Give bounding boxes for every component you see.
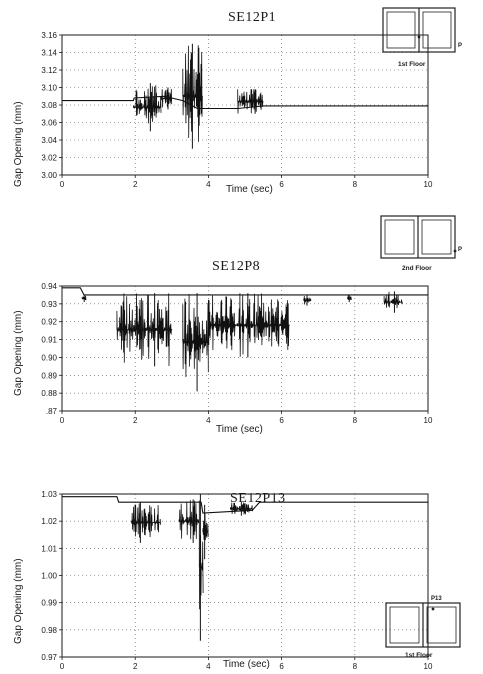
chart-title: SE12P8 (212, 259, 261, 274)
floor-plan-icon (380, 215, 457, 259)
y-axis-label: Gap Opening (mm) (13, 558, 24, 644)
x-tick-label: 6 (279, 180, 284, 189)
y-tick-label: 0.90 (41, 353, 57, 362)
x-tick-label: 6 (279, 662, 284, 671)
y-tick-label: 0.93 (41, 300, 57, 309)
plot-frame (61, 285, 429, 412)
series-burst-2 (182, 294, 209, 378)
y-axis-label: Gap Opening (mm) (13, 101, 24, 187)
y-tick-label: 1.01 (41, 544, 57, 553)
series-burst-1 (178, 500, 200, 540)
x-tick-label: 4 (206, 416, 211, 425)
series-burst-3 (237, 89, 264, 114)
plot-frame (61, 493, 429, 658)
x-axis-label: Time (sec) (223, 659, 270, 670)
y-tick-label: .87 (46, 407, 58, 416)
y-tick-label: 0.98 (41, 626, 57, 635)
floor-plan-icon (382, 7, 456, 53)
y-tick-label: 0.92 (41, 318, 57, 327)
floor-plan-icon (385, 602, 461, 648)
series-burst-3 (202, 513, 209, 541)
x-tick-label: 10 (424, 662, 433, 671)
y-tick-label: 3.12 (41, 66, 57, 75)
x-tick-label: 8 (353, 662, 358, 671)
x-axis-label: Time (sec) (216, 424, 263, 435)
y-tick-label: 0.97 (41, 653, 57, 662)
x-tick-label: 0 (60, 662, 65, 671)
y-tick-label: 3.06 (41, 119, 57, 128)
floor-plan-inset: P 1st Floor (380, 5, 480, 77)
sensor-marker: P (458, 43, 463, 49)
y-tick-label: 3.16 (41, 31, 57, 40)
y-tick-label: 0.88 (41, 389, 57, 398)
series-line-baseline (62, 287, 428, 296)
floor-label: 1st Floor (405, 652, 433, 659)
x-tick-label: 8 (353, 180, 358, 189)
chart-panel-2: SE12P8 0 2 4 6 8 10 .87 0.88 0.89 0.90 0.91 0.92 0.9… (0, 213, 483, 435)
x-tick-label: 10 (424, 180, 433, 189)
y-tick-label: 3.02 (41, 154, 57, 163)
x-tick-label: 10 (424, 416, 433, 425)
x-tick-label: 4 (206, 180, 211, 189)
series-burst-6 (383, 291, 403, 309)
series-burst-0 (133, 85, 162, 124)
y-tick-label: 1.03 (41, 490, 57, 499)
x-tick-label: 0 (60, 180, 65, 189)
series-burst-2 (198, 500, 204, 610)
y-tick-label: 3.00 (41, 171, 57, 180)
plot-area: 0 2 4 6 8 10 0.97 0.98 0.99 1.00 1.01 1.02 1.03 (41, 490, 433, 671)
y-tick-label: 0.99 (41, 599, 57, 608)
plot-area: 0 2 4 6 8 10 .87 0.88 0.89 0.90 0.91 0.92 0.93 0.94 (41, 282, 433, 425)
x-tick-label: 8 (353, 416, 358, 425)
series-burst-1 (116, 293, 173, 367)
sensor-marker: P (458, 247, 463, 253)
x-tick-label: 4 (206, 662, 211, 671)
chart-panel-3: SE12P13 0 2 4 6 8 10 0.97 0.98 0.99 1.00 1.01 1.02 1… (0, 455, 483, 671)
x-tick-label: 2 (133, 180, 138, 189)
x-axis-label: Time (sec) (226, 184, 273, 195)
y-tick-label: 1.02 (41, 517, 57, 526)
y-tick-label: 1.00 (41, 572, 57, 581)
y-tick-label: 0.94 (41, 282, 57, 291)
plot-area: 0 2 4 6 8 10 3.00 3.02 3.04 3.06 3.08 3.10 3.12 3.14 3… (41, 31, 433, 189)
floor-label: 2nd Floor (402, 265, 432, 272)
y-tick-label: 3.14 (41, 49, 57, 58)
y-axis-label: Gap Opening (mm) (13, 310, 24, 396)
chart-panel-1: SE12P1 0 2 4 6 8 10 3.00 3.02 3.04 3.06 3.08 3.10 3.… (0, 0, 483, 215)
x-tick-label: 0 (60, 416, 65, 425)
series-burst-1 (160, 88, 173, 108)
y-tick-label: 0.89 (41, 371, 57, 380)
chart-title: SE12P1 (228, 10, 277, 25)
series-line-baseline (62, 496, 428, 514)
series-burst-0 (131, 503, 161, 538)
x-tick-label: 6 (279, 416, 284, 425)
y-tick-label: 0.91 (41, 336, 57, 345)
floor-label: 1st Floor (398, 61, 426, 68)
x-tick-label: 2 (133, 416, 138, 425)
y-tick-label: 3.08 (41, 101, 57, 110)
x-tick-label: 2 (133, 662, 138, 671)
floor-plan-inset: P 2nd Floor (378, 213, 478, 281)
y-tick-label: 3.10 (41, 84, 57, 93)
series-burst-3 (208, 293, 290, 357)
sensor-marker: P13 (431, 596, 442, 602)
y-tick-label: 3.04 (41, 136, 57, 145)
floor-plan-inset: P13 1st Floor (383, 596, 483, 668)
